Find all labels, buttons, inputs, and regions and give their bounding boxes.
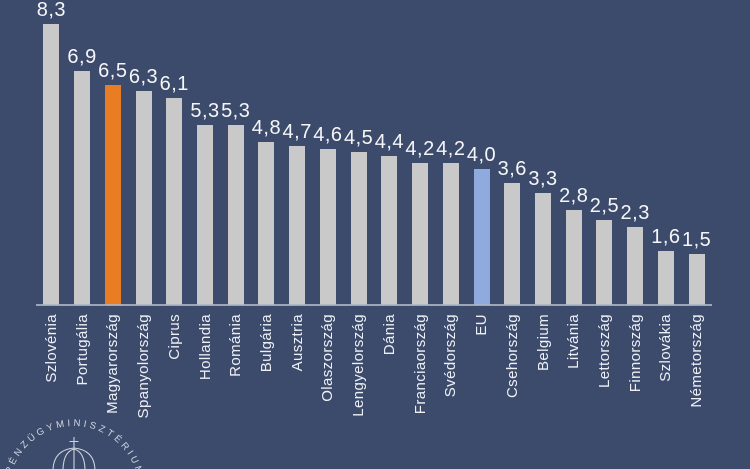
bar-dania	[381, 155, 398, 305]
bar-spanyolorszag	[135, 91, 152, 305]
bar-nemetorszag	[688, 254, 705, 305]
value-label: 4,2	[436, 137, 466, 160]
bar-szlovenia	[43, 23, 60, 305]
x-axis-label: EU	[473, 314, 491, 336]
value-label: 2,8	[559, 185, 589, 208]
value-label: 6,9	[67, 46, 97, 69]
x-axis-label: Lettország	[595, 314, 613, 389]
bar-ausztria	[289, 145, 306, 305]
value-label: 1,6	[651, 225, 681, 248]
bar-magyarorszag	[104, 84, 121, 305]
x-axis-label: Belgium	[534, 314, 552, 371]
bar-eu	[473, 169, 490, 305]
value-label: 6,5	[98, 59, 128, 82]
bar-olaszorszag	[319, 149, 336, 305]
bar-portugalia	[74, 71, 91, 305]
bar-romania	[227, 125, 244, 305]
bar-szlovakia	[657, 250, 674, 305]
value-label: 6,1	[159, 73, 189, 96]
value-label: 8,3	[36, 0, 67, 21]
value-label: 1,5	[681, 229, 712, 252]
x-axis-label: Szlovénia	[42, 314, 60, 383]
value-label: 4,0	[466, 144, 497, 167]
x-axis-label: Dánia	[380, 314, 398, 356]
x-axis-label: Németország	[688, 314, 706, 408]
bar-csehorszag	[504, 182, 521, 305]
value-label: 4,6	[313, 124, 343, 147]
bar-belgium	[535, 193, 551, 305]
x-axis-label: Magyarország	[104, 314, 122, 414]
value-label: 2,5	[589, 195, 620, 218]
value-label: 3,6	[497, 157, 527, 180]
bar-bulgaria	[258, 142, 275, 305]
bar-lengyelorszag	[350, 152, 367, 305]
bar-litvania	[565, 210, 582, 305]
x-axis-label: Spanyolország	[135, 314, 153, 419]
x-axis-line	[36, 304, 712, 306]
x-axis-label: Olaszország	[319, 314, 337, 402]
x-axis-label: Ciprus	[165, 314, 183, 360]
x-axis-label: Csehország	[503, 314, 521, 399]
value-label: 4,8	[251, 117, 282, 140]
value-label: 2,3	[620, 202, 650, 225]
crown-icon	[52, 437, 96, 469]
x-axis-label: Portugália	[73, 314, 91, 386]
value-label: 5,3	[190, 100, 220, 123]
x-axis-label: Litvánia	[565, 314, 583, 369]
x-axis-label: Románia	[227, 314, 245, 377]
value-label: 3,3	[528, 168, 558, 191]
value-label: 4,7	[282, 120, 312, 143]
value-label: 5,3	[221, 100, 251, 123]
x-axis-label: Ausztria	[288, 314, 306, 372]
bar-hollandia	[197, 125, 213, 305]
x-axis-label: Szlovákia	[657, 314, 675, 382]
bar-ciprus	[166, 98, 183, 305]
ministry-seal-logo: PÉNZÜGYMINISZTÉRIUM	[3, 418, 142, 469]
bar-svedorszag	[442, 162, 459, 305]
bar-lettorszag	[596, 220, 613, 305]
bar-franciaorszag	[412, 162, 429, 305]
value-label: 6,3	[128, 66, 159, 89]
x-axis-label: Lengyelország	[350, 314, 368, 417]
x-axis-label: Bulgária	[257, 314, 275, 373]
x-axis-label: Franciaország	[411, 314, 429, 415]
x-axis-label: Hollandia	[196, 314, 214, 381]
x-axis-label: Finnország	[626, 314, 644, 393]
x-axis-label: Svédország	[442, 314, 460, 398]
value-label: 4,2	[405, 137, 435, 160]
value-label: 4,5	[343, 127, 374, 150]
bar-finnorszag	[627, 227, 644, 305]
value-label: 4,4	[374, 130, 405, 153]
